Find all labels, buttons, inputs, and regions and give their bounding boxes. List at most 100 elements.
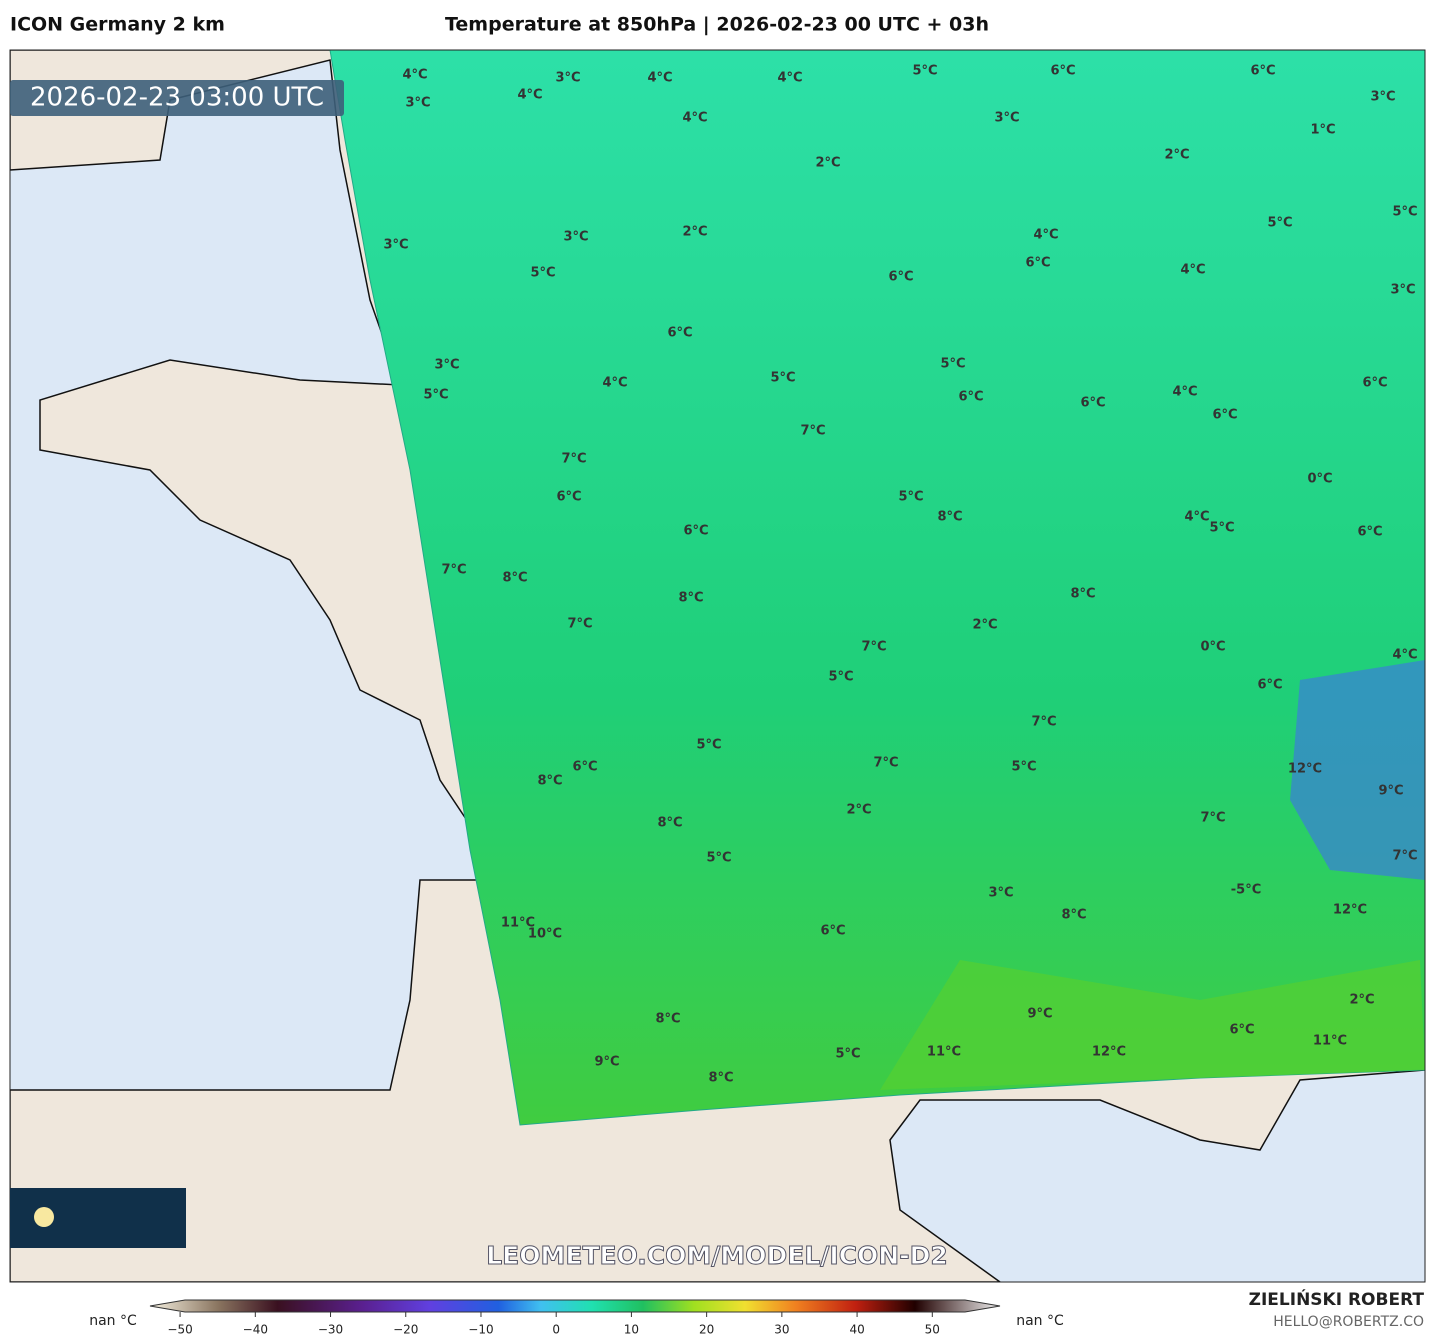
colorbar-tick-label: −30 <box>318 1323 343 1337</box>
temp-label: 5°C <box>706 851 731 866</box>
temp-label: 5°C <box>1209 521 1234 536</box>
temp-label: 8°C <box>678 591 703 606</box>
temp-label: 6°C <box>1250 64 1275 79</box>
temp-label: 6°C <box>1050 64 1075 79</box>
temp-label: 8°C <box>1061 908 1086 923</box>
temp-label: 3°C <box>1390 283 1415 298</box>
temp-label: 3°C <box>988 886 1013 901</box>
temp-label: 11°C <box>501 916 535 931</box>
temp-label: 6°C <box>667 326 692 341</box>
temp-label: 10°C <box>528 927 562 942</box>
temp-label: 2°C <box>846 803 871 818</box>
temp-label: 5°C <box>530 266 555 281</box>
temp-label: 5°C <box>1267 216 1292 231</box>
map-frame <box>9 49 1426 1283</box>
temp-label: 3°C <box>405 96 430 111</box>
colorbar-tick-label: −40 <box>243 1323 268 1337</box>
email: HELLO@ROBERTZ.CO <box>1273 1314 1424 1330</box>
temp-label: 4°C <box>682 111 707 126</box>
temp-label: 1°C <box>1310 123 1335 138</box>
temp-label: 8°C <box>1070 587 1095 602</box>
temp-label: 4°C <box>777 71 802 86</box>
temp-label: 5°C <box>940 357 965 372</box>
temp-label: -5°C <box>1231 883 1261 898</box>
temp-label: 0°C <box>1307 472 1332 487</box>
temp-label: 6°C <box>1080 396 1105 411</box>
temp-label: 5°C <box>770 371 795 386</box>
map <box>10 50 1425 1282</box>
temp-label: 6°C <box>1229 1023 1254 1038</box>
colorbar-tick-label: −10 <box>468 1323 493 1337</box>
temp-label: 5°C <box>828 670 853 685</box>
temp-label: 4°C <box>1033 228 1058 243</box>
temp-label: 5°C <box>835 1047 860 1062</box>
temp-label: 6°C <box>1257 678 1282 693</box>
watermark: LEOMETEO.COM/MODEL/ICON-D2 <box>486 1241 948 1270</box>
temp-label: 8°C <box>655 1012 680 1027</box>
temp-label: 5°C <box>423 388 448 403</box>
temp-label: 3°C <box>563 230 588 245</box>
temp-label: 4°C <box>402 68 427 83</box>
temp-label: 4°C <box>517 88 542 103</box>
temp-label: 12°C <box>1288 762 1322 777</box>
temp-label: 8°C <box>657 816 682 831</box>
temp-label: 6°C <box>572 760 597 775</box>
temp-label: 4°C <box>1392 648 1417 663</box>
temp-label: 2°C <box>1164 148 1189 163</box>
map-title: Temperature at 850hPa | 2026-02-23 00 UT… <box>445 14 989 36</box>
temp-label: 11°C <box>927 1045 961 1060</box>
colorbar <box>149 1299 1001 1313</box>
colorbar-tick-label: 50 <box>925 1323 940 1337</box>
temp-label: 7°C <box>800 424 825 439</box>
temp-label: 3°C <box>555 71 580 86</box>
nan-right: nan °C <box>1016 1313 1064 1329</box>
temp-label: 6°C <box>1362 376 1387 391</box>
logo-sun <box>34 1207 54 1227</box>
temp-label: 3°C <box>994 111 1019 126</box>
temp-label: 12°C <box>1092 1045 1126 1060</box>
temp-label: 4°C <box>1180 263 1205 278</box>
temp-label: 6°C <box>556 490 581 505</box>
temp-label: 7°C <box>567 617 592 632</box>
temp-label: 5°C <box>898 490 923 505</box>
temp-label: 9°C <box>1378 784 1403 799</box>
temp-label: 6°C <box>1025 256 1050 271</box>
temp-label: 7°C <box>873 756 898 771</box>
temp-label: 0°C <box>1200 640 1225 655</box>
temp-label: 6°C <box>888 270 913 285</box>
model-domain <box>329 50 1425 1126</box>
model-name: ICON Germany 2 km <box>10 14 225 36</box>
colorbar-tick-label: 30 <box>774 1323 789 1337</box>
colorbar-tick-label: 20 <box>699 1323 714 1337</box>
temp-label: 2°C <box>815 156 840 171</box>
author: ZIELIŃSKI ROBERT <box>1249 1288 1425 1310</box>
nan-left: nan °C <box>89 1313 137 1329</box>
temp-label: 2°C <box>682 225 707 240</box>
colorbar-tick-label: 0 <box>552 1323 560 1337</box>
temp-label: 3°C <box>383 238 408 253</box>
temp-label: 3°C <box>434 358 459 373</box>
temp-label: 8°C <box>537 774 562 789</box>
temp-label: 7°C <box>861 640 886 655</box>
temp-label: 9°C <box>594 1055 619 1070</box>
temp-label: 7°C <box>1392 849 1417 864</box>
temp-label: 8°C <box>502 571 527 586</box>
cold-alps <box>1290 660 1425 880</box>
temp-label: 6°C <box>958 390 983 405</box>
temp-label: 11°C <box>1313 1034 1347 1049</box>
temp-label: 2°C <box>972 618 997 633</box>
temp-label: 4°C <box>602 376 627 391</box>
temp-label: 12°C <box>1333 903 1367 918</box>
temp-label: 6°C <box>1212 408 1237 423</box>
temp-label: 6°C <box>1357 525 1382 540</box>
timestamp: 2026-02-23 03:00 UTC <box>30 83 324 113</box>
temp-label: 6°C <box>683 524 708 539</box>
temp-label: 9°C <box>1027 1007 1052 1022</box>
colorbar-tick-label: −20 <box>393 1323 418 1337</box>
timestamp-box <box>10 80 344 116</box>
temp-label: 5°C <box>1011 760 1036 775</box>
temp-label: 8°C <box>708 1071 733 1086</box>
temp-label: 7°C <box>561 452 586 467</box>
temp-label: 7°C <box>1200 811 1225 826</box>
